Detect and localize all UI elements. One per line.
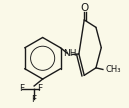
Text: F: F (37, 84, 42, 93)
Text: F: F (32, 95, 37, 104)
Text: NH: NH (63, 49, 76, 59)
Text: F: F (19, 84, 24, 93)
Text: CH₃: CH₃ (105, 65, 120, 75)
Text: O: O (80, 3, 88, 13)
